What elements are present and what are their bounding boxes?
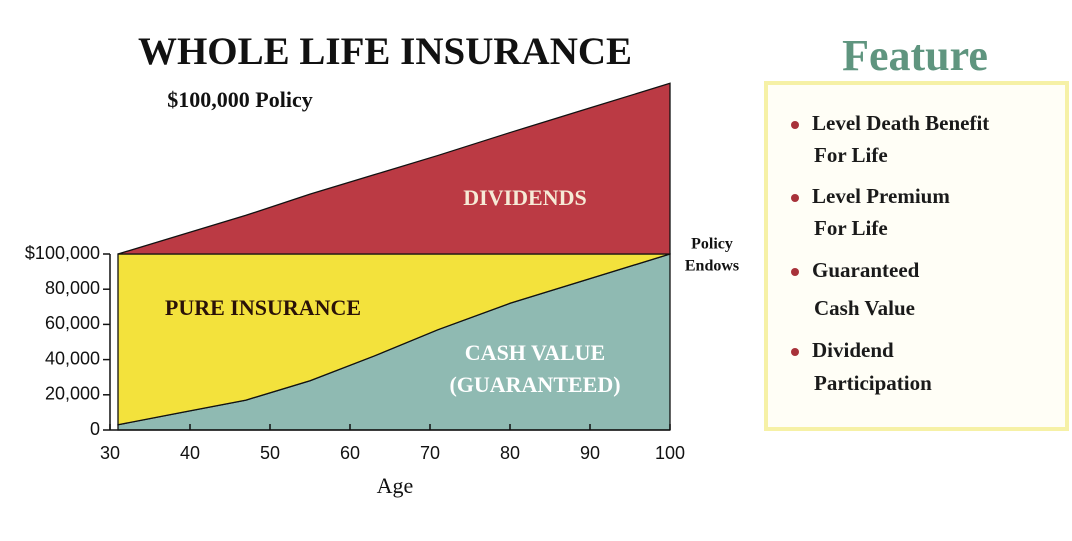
- x-tick-label: 70: [420, 443, 440, 463]
- feature-item: Level Premium: [812, 184, 950, 208]
- y-tick-label: 20,000: [45, 384, 100, 404]
- y-tick-label: 80,000: [45, 278, 100, 298]
- annotation: Endows: [685, 258, 739, 275]
- y-tick-label: 0: [90, 419, 100, 439]
- x-tick-label: 100: [655, 443, 685, 463]
- area-label: (GUARANTEED): [449, 372, 620, 397]
- y-tick-label: 60,000: [45, 313, 100, 333]
- bullet: [791, 268, 799, 276]
- x-tick-label: 60: [340, 443, 360, 463]
- y-tick-label: 40,000: [45, 348, 100, 368]
- x-tick-label: 40: [180, 443, 200, 463]
- annotation: Policy: [691, 236, 733, 253]
- x-tick-label: 30: [100, 443, 120, 463]
- area: [117, 82, 671, 255]
- bullet: [791, 348, 799, 356]
- feature-item: Level Death Benefit: [812, 111, 989, 135]
- feature-item: Participation: [814, 371, 932, 395]
- chart-title: WHOLE LIFE INSURANCE: [138, 30, 632, 73]
- area-label: PURE INSURANCE: [165, 295, 361, 320]
- area-label: CASH VALUE: [465, 340, 605, 365]
- x-axis-label: Age: [377, 473, 414, 498]
- feature-title: Feature: [842, 31, 988, 80]
- bullet: [791, 194, 799, 202]
- area-label: DIVIDENDS: [463, 185, 586, 210]
- feature-item: Dividend: [812, 338, 894, 362]
- chart-subtitle: $100,000 Policy: [167, 87, 312, 112]
- x-tick-label: 80: [500, 443, 520, 463]
- feature-item: For Life: [814, 216, 888, 240]
- x-tick-label: 90: [580, 443, 600, 463]
- x-tick-label: 50: [260, 443, 280, 463]
- feature-item: Guaranteed: [812, 258, 920, 282]
- feature-box: [764, 81, 1069, 431]
- bullet: [791, 121, 799, 129]
- feature-item: For Life: [814, 143, 888, 167]
- feature-item: Cash Value: [814, 296, 915, 320]
- y-tick-label: $100,000: [25, 243, 100, 263]
